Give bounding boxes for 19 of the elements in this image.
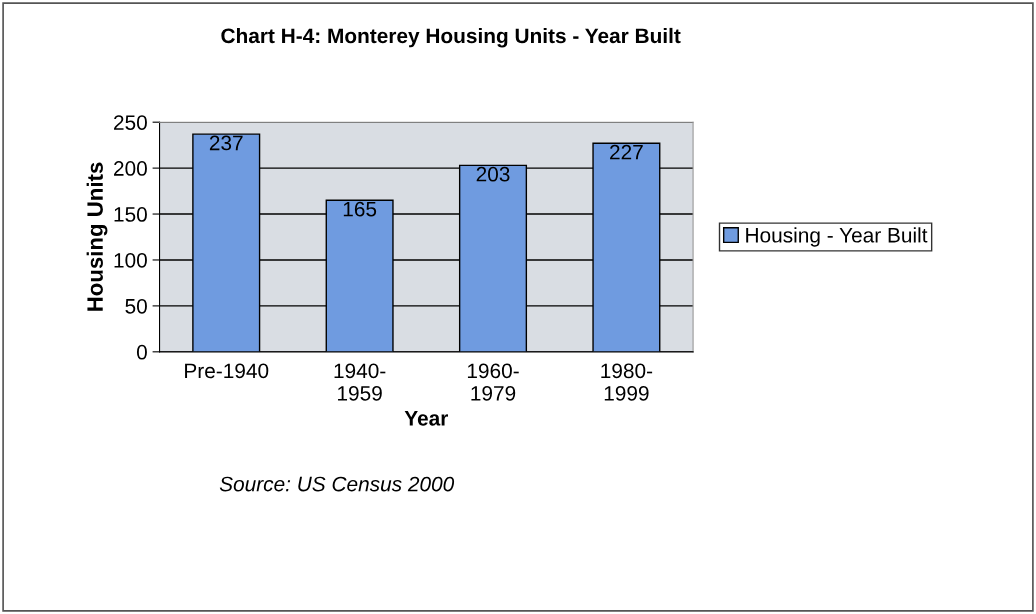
y-tick-label: 250 (114, 115, 147, 130)
x-tick-label: Pre-1940 (185, 363, 269, 379)
chart-title: Chart H-4: Monterey Housing Units - Year Built (221, 27, 681, 48)
x-tick-label: 1960- 1979 (467, 363, 519, 401)
y-axis-title: Housing Units (86, 162, 108, 311)
y-tick-label: 100 (114, 252, 147, 268)
y-tick-label: 0 (136, 344, 147, 360)
data-label: 203 (476, 166, 510, 182)
source-note: Source: US Census 2000 (219, 476, 455, 492)
x-axis-title: Year (404, 411, 449, 426)
x-tick-label: 1940- 1959 (334, 363, 386, 401)
y-tick-label: 150 (114, 207, 147, 222)
y-tick-label: 200 (114, 161, 147, 176)
x-tick-label: 1980- 1999 (601, 363, 653, 401)
data-label: 165 (343, 201, 377, 217)
legend-label: Housing - Year Built (746, 227, 928, 247)
data-label: 237 (209, 135, 243, 151)
y-tick-label: 50 (125, 298, 147, 314)
data-label: 227 (610, 144, 643, 160)
